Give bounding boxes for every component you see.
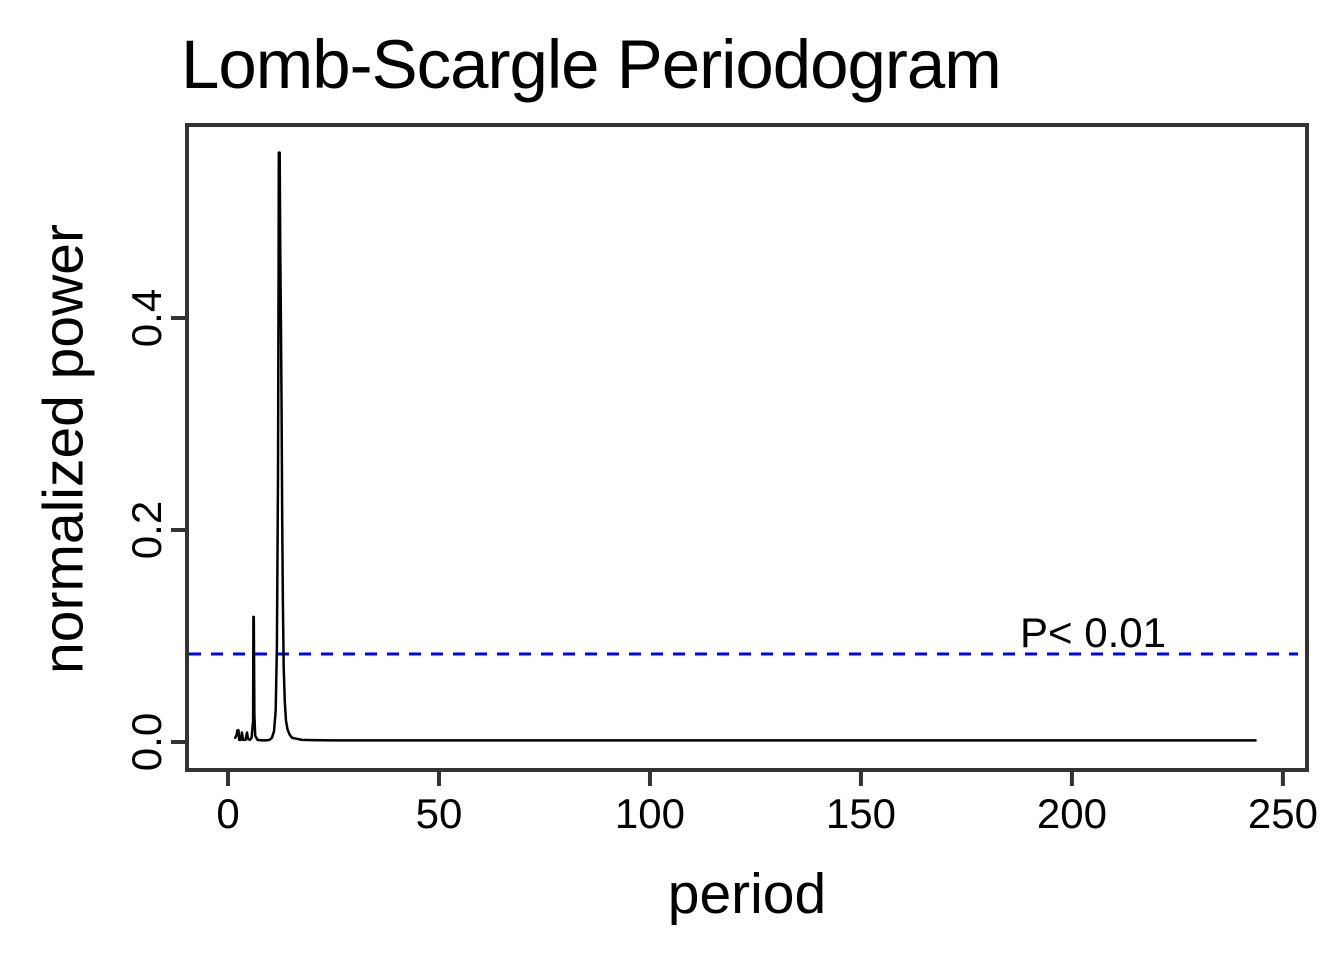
x-axis-title-row: period xyxy=(187,866,1307,923)
x-tick-label-100: 100 xyxy=(614,790,685,837)
x-tick-label-50: 50 xyxy=(415,790,463,837)
x-tick-label-200: 200 xyxy=(1036,790,1107,837)
chart-title: Lomb-Scargle Periodogram xyxy=(181,26,1002,103)
x-tick-label-150: 150 xyxy=(825,790,896,837)
y-tick-label-0.0: 0.0 xyxy=(123,712,170,772)
y-tick-label-0.2: 0.2 xyxy=(123,500,170,560)
plot-border xyxy=(185,123,1309,772)
x-tick-label-0: 0 xyxy=(216,790,240,837)
x-tick-label-250: 250 xyxy=(1247,790,1318,837)
x-axis-title: period xyxy=(667,862,827,926)
threshold-label: P< 0.01 xyxy=(1020,609,1166,656)
y-tick-label-0.4: 0.4 xyxy=(123,288,170,348)
series-periodogram xyxy=(233,151,1257,742)
